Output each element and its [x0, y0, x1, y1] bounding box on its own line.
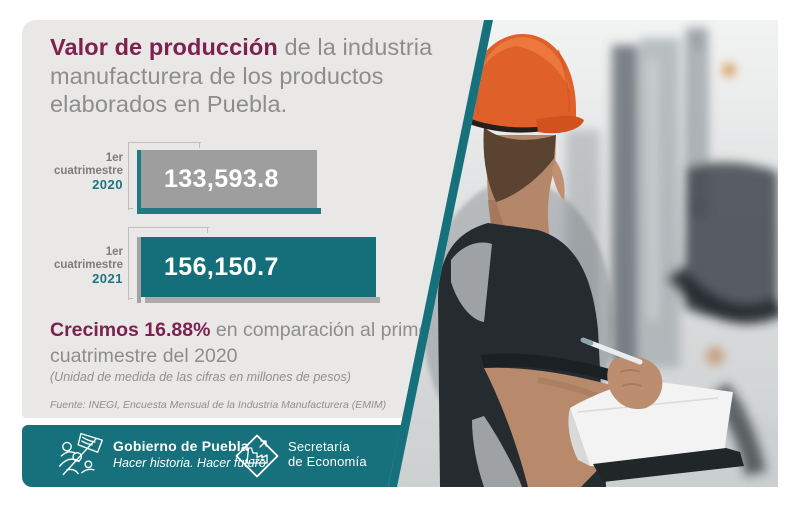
source-note: Fuente: INEGI, Encuesta Mensual de la In…: [50, 399, 387, 411]
bar-label-line: cuatrimestre: [53, 165, 123, 177]
growth-rest: en comparación al primer cuatrimestre de…: [50, 319, 436, 367]
bar-accent-edge: [141, 208, 321, 214]
secretaria-line1: Secretaría: [288, 439, 350, 454]
bracket-tick: [128, 298, 133, 299]
bracket-tick: [199, 142, 200, 148]
growth-highlight: Crecimos 16.88%: [50, 319, 211, 341]
bar-value-2021: 156,150.7: [164, 253, 279, 281]
gobierno-name: Gobierno de Puebla: [113, 438, 249, 454]
bar-value-2020: 133,593.8: [164, 165, 279, 193]
title-highlight: Valor de producción: [50, 34, 278, 60]
bar-label-year: 2020: [92, 177, 123, 192]
bar-label-2020: 1er cuatrimestre 2020: [50, 152, 123, 191]
worker-figure: [438, 33, 744, 487]
bar-shadow-edge: [137, 237, 141, 303]
gobierno-de-puebla-logo-icon: [58, 432, 103, 476]
bar-label-line: 1er: [105, 152, 123, 164]
unit-note: (Unidad de medida de las cifras en millo…: [50, 370, 351, 384]
bracket-tick: [128, 208, 133, 209]
page-title: Valor de producción de la industria manu…: [50, 33, 452, 119]
gobierno-text: Gobierno de Puebla Hacer historia. Hacer…: [113, 438, 269, 470]
footer-bar: Gobierno de Puebla Hacer historia. Hacer…: [22, 425, 401, 487]
secretaria-economia-logo-icon: [235, 434, 279, 478]
bar-label-line: cuatrimestre: [53, 259, 123, 271]
secretaria-text: Secretaría de Economía: [288, 439, 367, 469]
bar-accent-edge: [137, 150, 141, 214]
bar-2021: 156,150.7: [141, 237, 376, 297]
info-panel: Valor de producción de la industria manu…: [22, 20, 484, 418]
bar-label-2021: 1er cuatrimestre 2021: [50, 246, 123, 285]
bar-label-line: 1er: [105, 246, 123, 258]
bracket-tick: [207, 227, 208, 233]
measure-bracket-2020: [128, 142, 201, 210]
bar-label-year: 2021: [92, 271, 123, 286]
bar-shadow-edge: [145, 297, 380, 303]
title-rest: de la industria manufacturera de los pro…: [50, 34, 433, 117]
gobierno-slogan: Hacer historia. Hacer futuro.: [113, 456, 270, 470]
measure-bracket-2021: [128, 227, 209, 300]
bar-2020: 133,593.8: [141, 150, 317, 208]
growth-text: Crecimos 16.88% en comparación al primer…: [50, 318, 438, 369]
secretaria-line2: de Economía: [288, 453, 367, 469]
